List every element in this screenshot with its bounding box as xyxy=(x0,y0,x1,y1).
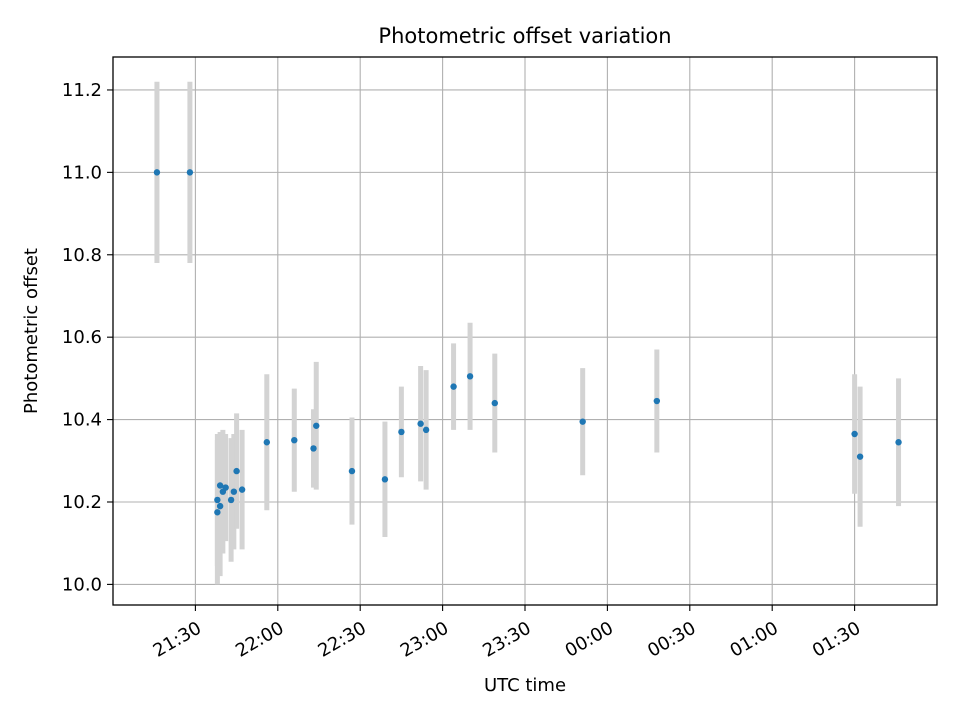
y-tick-label: 10.4 xyxy=(62,410,102,431)
data-point xyxy=(227,496,235,504)
y-axis-ticks: 10.0 10.2 10.4 10.6 10.8 11.0 11.2 xyxy=(62,80,113,595)
data-point xyxy=(851,430,858,438)
y-tick-label: 10.0 xyxy=(62,574,102,595)
data-point xyxy=(348,467,356,475)
data-point xyxy=(291,436,298,444)
y-axis-label: Photometric offset xyxy=(21,248,42,414)
data-point xyxy=(856,453,864,460)
data-point xyxy=(186,169,194,176)
data-point xyxy=(216,482,224,489)
data-point xyxy=(450,383,457,390)
data-point xyxy=(310,445,317,452)
y-tick-label: 11.2 xyxy=(62,80,102,101)
x-axis-label: UTC time xyxy=(484,675,566,696)
data-point xyxy=(417,420,424,427)
data-point xyxy=(222,484,229,491)
data-point xyxy=(422,426,430,434)
data-point xyxy=(381,476,389,483)
data-point xyxy=(233,467,240,475)
data-point xyxy=(579,418,586,425)
data-point xyxy=(895,439,902,446)
data-point xyxy=(230,488,238,495)
data-point xyxy=(153,169,161,176)
data-point xyxy=(214,496,221,504)
data-point xyxy=(466,373,474,380)
data-point xyxy=(653,397,661,405)
data-point xyxy=(238,486,246,493)
y-tick-label: 11.0 xyxy=(62,162,102,183)
data-point xyxy=(214,509,221,516)
y-tick-label: 10.6 xyxy=(62,327,102,348)
data-point xyxy=(216,502,224,510)
grid xyxy=(113,57,937,605)
y-tick-label: 10.8 xyxy=(62,245,102,266)
data-point xyxy=(263,439,271,446)
data-points xyxy=(153,169,902,516)
data-point xyxy=(398,428,405,436)
data-point xyxy=(491,399,498,407)
y-tick-label: 10.2 xyxy=(62,492,102,513)
data-point xyxy=(313,422,320,429)
chart-title: Photometric offset variation xyxy=(378,24,671,48)
